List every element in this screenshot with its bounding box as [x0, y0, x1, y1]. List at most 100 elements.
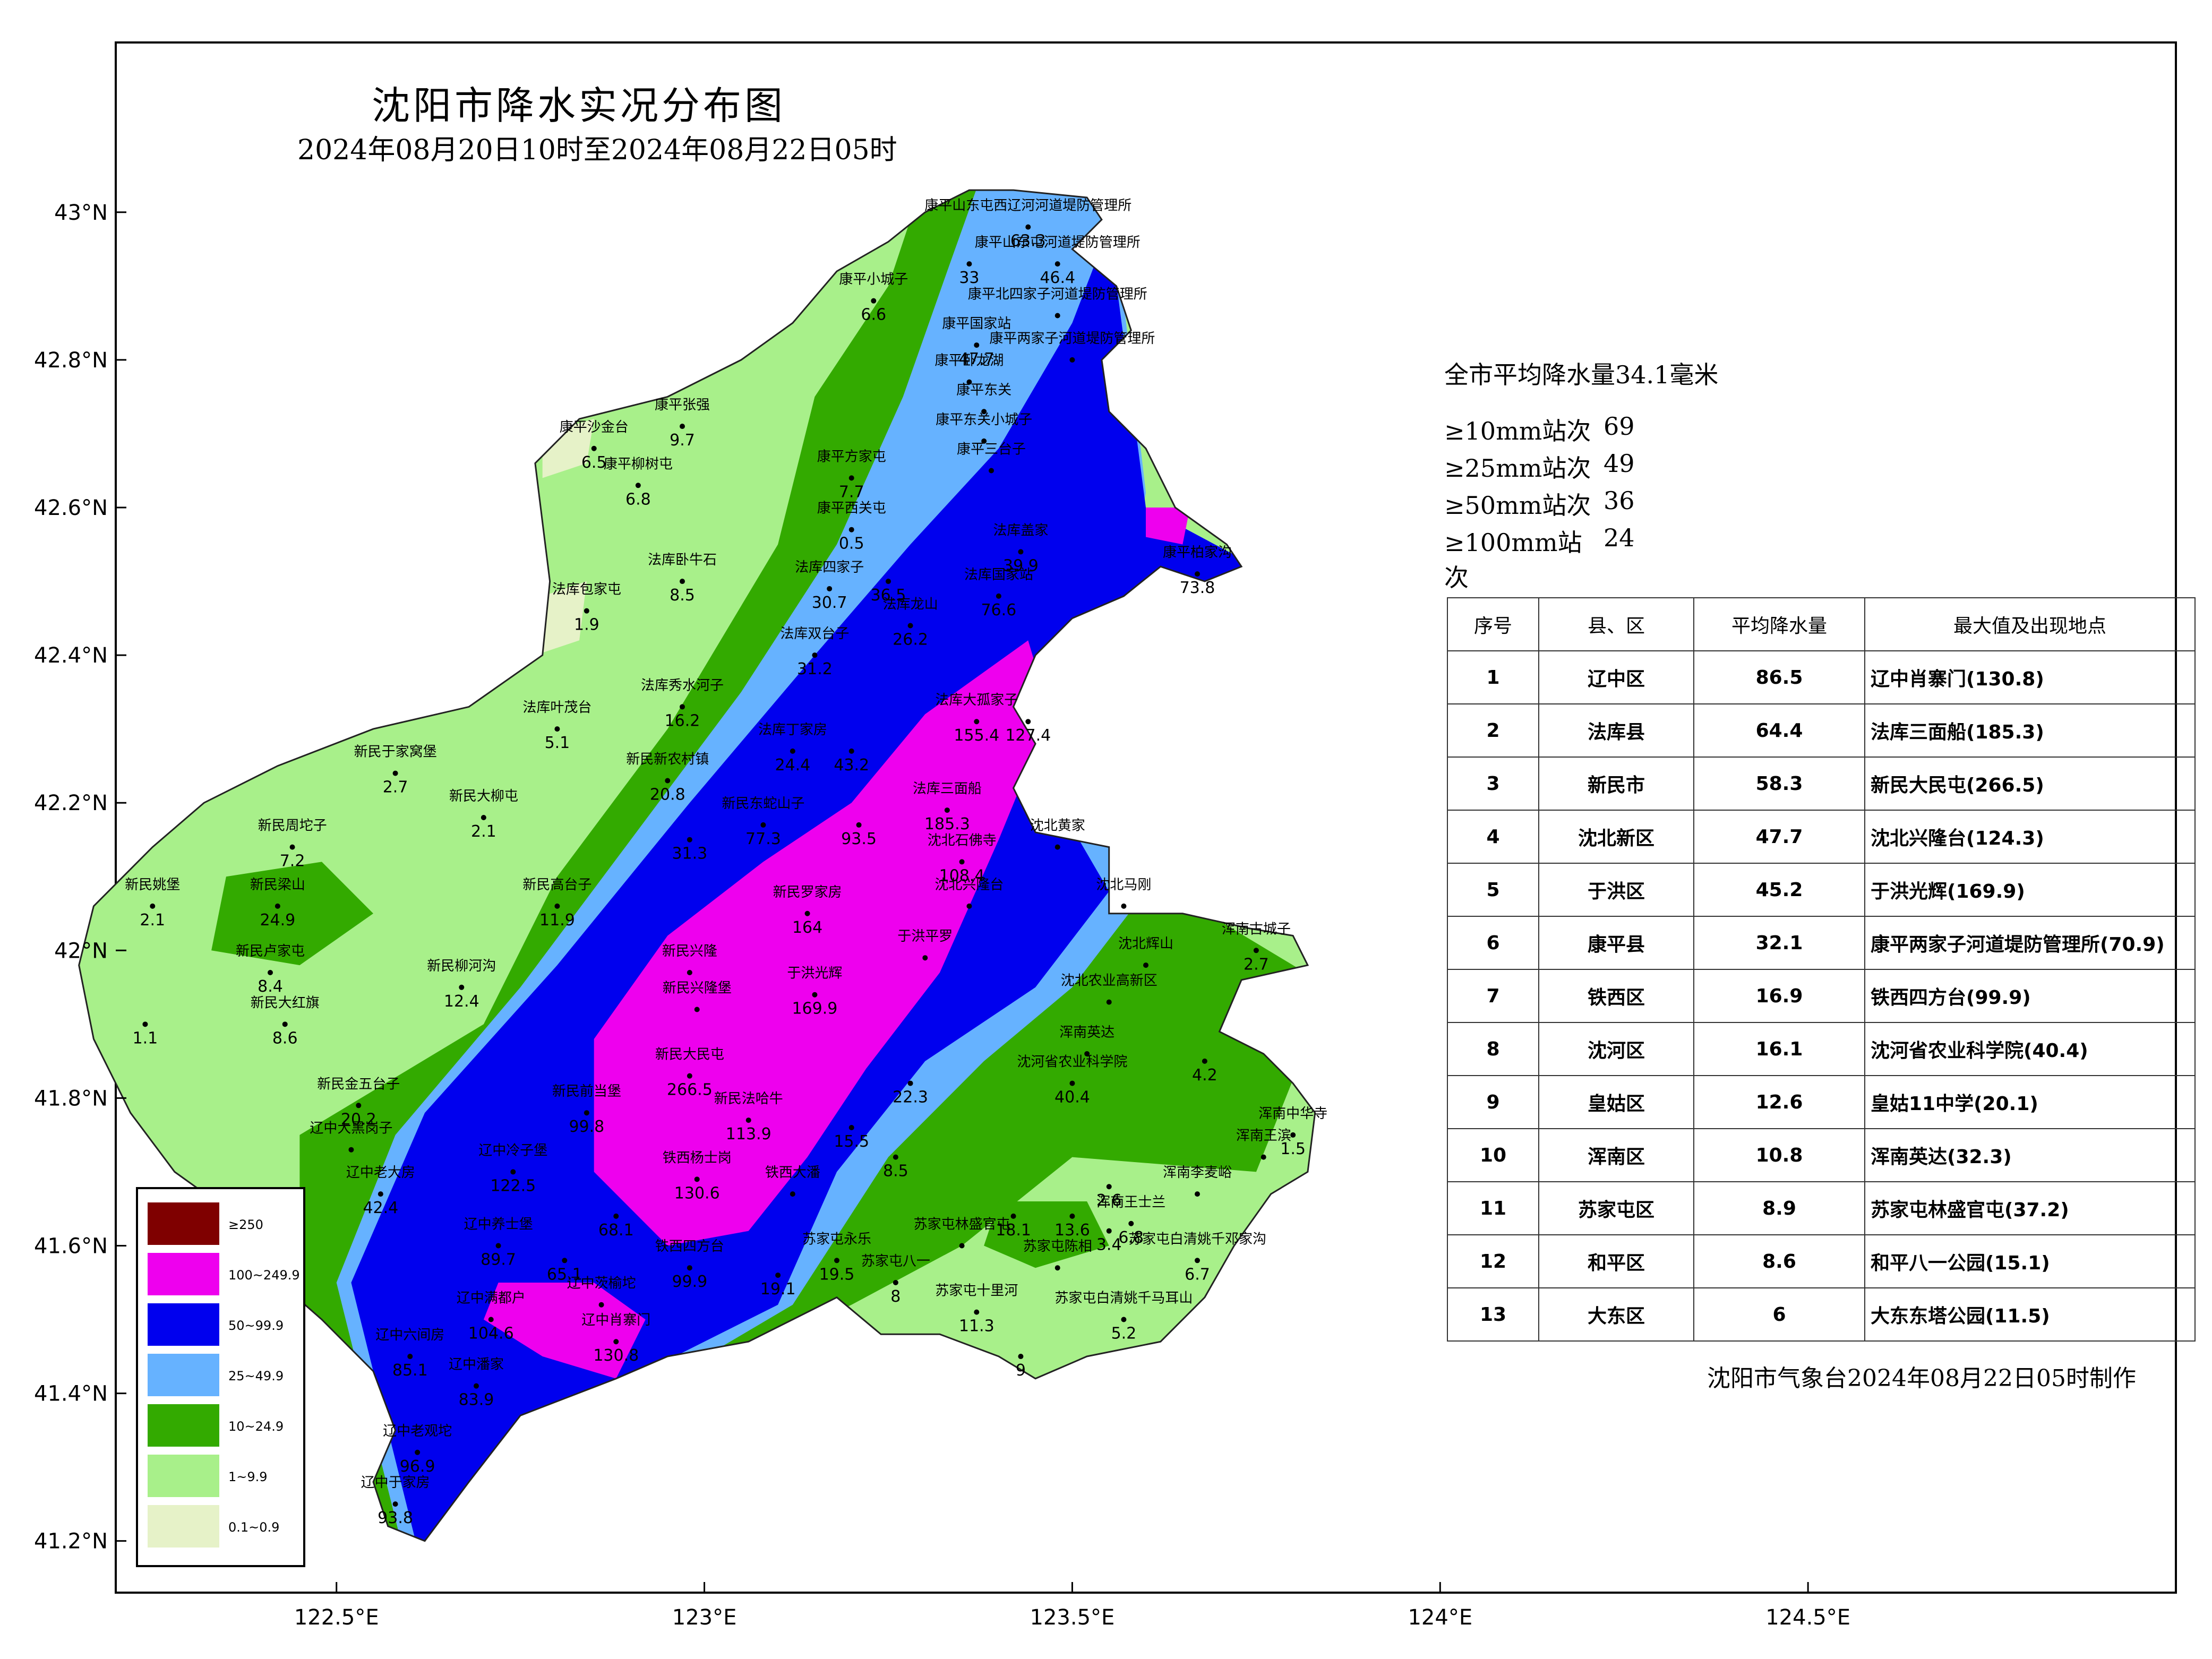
station-dot — [989, 468, 994, 474]
column-header: 县、区 — [1538, 597, 1694, 651]
station-name: 新民罗家房 — [773, 884, 842, 900]
station-name: 康平三台子 — [957, 441, 1026, 457]
station-dot — [1025, 719, 1031, 725]
station-value: 40.4 — [1054, 1088, 1090, 1107]
station-name: 新民法哈牛 — [714, 1091, 783, 1107]
station-name: 法库龙山 — [883, 596, 938, 612]
station-dot — [886, 579, 891, 584]
station-name: 康平方家屯 — [817, 449, 886, 465]
station-name: 康平山东屯河道堤防管理所 — [975, 235, 1141, 251]
legend-label: ≥250 — [228, 1217, 263, 1232]
lat-label: 42°N — [54, 939, 108, 963]
station-value: 108.4 — [939, 866, 985, 885]
station-dot — [680, 424, 685, 429]
station-value: 266.5 — [667, 1081, 713, 1099]
table-cell: 铁西四方台(99.9) — [1864, 969, 2196, 1023]
table-cell: 浑南区 — [1538, 1128, 1694, 1182]
station-value: 93.5 — [841, 830, 877, 848]
station-name: 新民卢家屯 — [236, 943, 305, 959]
station-dot — [760, 822, 766, 828]
station-value: 20.8 — [650, 785, 685, 804]
table-cell: 16.9 — [1693, 969, 1865, 1023]
count-row: ≥50mm站次 36 — [1444, 486, 1718, 523]
station-dot — [893, 1280, 898, 1285]
table-cell: 8 — [1447, 1022, 1539, 1076]
table-row: 11 苏家屯区 8.9 苏家屯林盛官屯(37.2) — [1447, 1181, 2196, 1235]
station-name: 新民兴隆堡 — [663, 981, 732, 996]
station-dot — [1195, 571, 1200, 577]
station-value: 6.6 — [861, 306, 886, 324]
station-dot — [680, 579, 685, 584]
station-dot — [893, 1154, 898, 1160]
station-name: 法库包家屯 — [552, 582, 621, 598]
station-dot — [488, 1317, 494, 1322]
station-name: 新民梁山 — [250, 877, 305, 893]
count-value: 49 — [1604, 449, 1635, 478]
rain-zone-10-24 — [211, 862, 373, 966]
station-name: 康平卧龙湖 — [934, 353, 1004, 369]
table-cell: 10 — [1447, 1128, 1539, 1182]
station-dot — [282, 1021, 288, 1027]
station-dot — [981, 438, 987, 444]
station-dot — [1202, 1058, 1207, 1064]
station-dot — [959, 859, 965, 865]
lat-label: 42.6°N — [34, 496, 108, 520]
rainfall-layers — [79, 190, 1315, 1541]
station-dot — [356, 1103, 362, 1108]
station-value: 99.9 — [672, 1273, 707, 1291]
station-name: 沈北兴隆台 — [934, 877, 1004, 893]
station-value: 9 — [1016, 1361, 1026, 1380]
station-dot — [1054, 313, 1060, 319]
station-dot — [348, 1147, 354, 1153]
station-name: 新民周坨子 — [258, 818, 327, 834]
table-row: 6 康平县 32.1 康平两家子河道堤防管理所(70.9) — [1447, 916, 2196, 970]
table-cell: 于洪区 — [1538, 863, 1694, 917]
table-cell: 皇姑11中学(20.1) — [1864, 1075, 2196, 1129]
station-name: 法库大孤家子 — [935, 692, 1018, 708]
legend-label: 25~49.9 — [228, 1369, 284, 1383]
station-dot — [974, 342, 980, 348]
station-dot — [1069, 357, 1075, 363]
legend-swatch — [148, 1303, 219, 1346]
table-cell: 64.4 — [1693, 703, 1865, 758]
station-name: 辽中老观坨 — [383, 1423, 452, 1439]
count-value: 24 — [1604, 523, 1635, 552]
station-dot — [481, 815, 486, 820]
table-cell: 8.9 — [1693, 1181, 1865, 1235]
station-dot — [275, 903, 280, 909]
station-dot — [1121, 903, 1127, 909]
count-label: ≥25mm站次 — [1444, 454, 1591, 483]
station-name: 沈北辉山 — [1118, 936, 1173, 952]
station-name: 沈河省农业科学院 — [1017, 1054, 1127, 1070]
station-dot — [1253, 948, 1259, 953]
station-name: 新民金五台子 — [317, 1076, 400, 1092]
station-dot — [459, 984, 465, 990]
station-dot — [974, 719, 980, 725]
station-value: 19.1 — [760, 1280, 796, 1299]
station-name: 浑南李麦峪 — [1163, 1165, 1232, 1181]
station-dot — [871, 298, 877, 304]
station-name: 沈北农业高新区 — [1061, 973, 1158, 989]
station-dot — [415, 1449, 421, 1455]
table-cell: 康平县 — [1538, 916, 1694, 970]
station-value: 2.6 — [1096, 1191, 1122, 1210]
station-name: 辽中满都户 — [457, 1291, 526, 1306]
station-dot — [790, 748, 795, 754]
table-row: 13 大东区 6 大东东塔公园(11.5) — [1447, 1287, 2196, 1342]
station-dot — [554, 903, 560, 909]
table-cell: 45.2 — [1693, 863, 1865, 917]
footer-credit: 沈阳市气象台2024年08月22日05时制作 — [1707, 1365, 2136, 1392]
station-name: 铁西杨士岗 — [663, 1150, 732, 1166]
station-value: 127.4 — [1005, 726, 1051, 745]
station-name: 辽中大黑岗子 — [310, 1121, 392, 1137]
station-dot — [974, 1309, 980, 1315]
station-value: 1.5 — [1280, 1140, 1306, 1158]
lat-label: 42.4°N — [34, 643, 108, 668]
station-name: 康平小城子 — [839, 272, 908, 288]
station-value: 31.2 — [797, 660, 833, 678]
station-value: 122.5 — [490, 1176, 536, 1195]
table-cell: 3 — [1447, 757, 1539, 811]
station-dot — [584, 608, 589, 614]
station-value: 73.8 — [1180, 579, 1215, 597]
table-cell: 浑南英达(32.3) — [1864, 1128, 2196, 1182]
